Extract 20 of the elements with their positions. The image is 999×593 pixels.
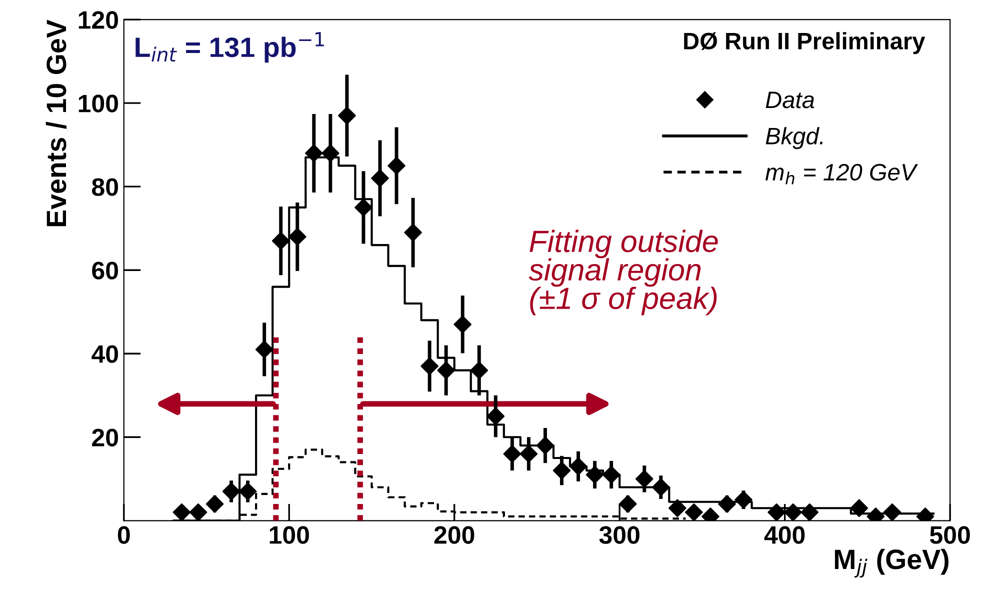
y-axis-title: Events / 10 GeV xyxy=(46,20,67,226)
x-axis-title: M$_{jj}$ (GeV) xyxy=(834,548,948,578)
y-tick-label: 40 xyxy=(92,345,118,363)
x-tick-label: 100 xyxy=(270,526,309,544)
y-tick-label: 60 xyxy=(92,262,118,280)
x-tick-label: 200 xyxy=(434,526,474,544)
legend-label: Bkgd. xyxy=(766,127,823,150)
legend-label: m$_{h}$ = 120 GeV xyxy=(765,164,918,184)
y-tick-label: 100 xyxy=(78,94,118,112)
x-tick-label: 500 xyxy=(930,526,970,544)
y-tick-label: 20 xyxy=(92,428,118,446)
y-tick-label: 120 xyxy=(78,11,118,29)
y-tick-label: 80 xyxy=(92,178,118,196)
annotation: DØ Run II Preliminary xyxy=(684,32,926,54)
x-tick-label: 0 xyxy=(118,526,130,544)
x-tick-label: 300 xyxy=(599,526,640,544)
x-tick-label: 400 xyxy=(764,526,805,544)
legend-label: Data xyxy=(766,92,814,108)
annotation: L$_{int}$ = 131 pb$^{−1}$ xyxy=(136,32,324,63)
annotation: Fitting outside signal region (±1 σ of peak) xyxy=(528,230,718,316)
